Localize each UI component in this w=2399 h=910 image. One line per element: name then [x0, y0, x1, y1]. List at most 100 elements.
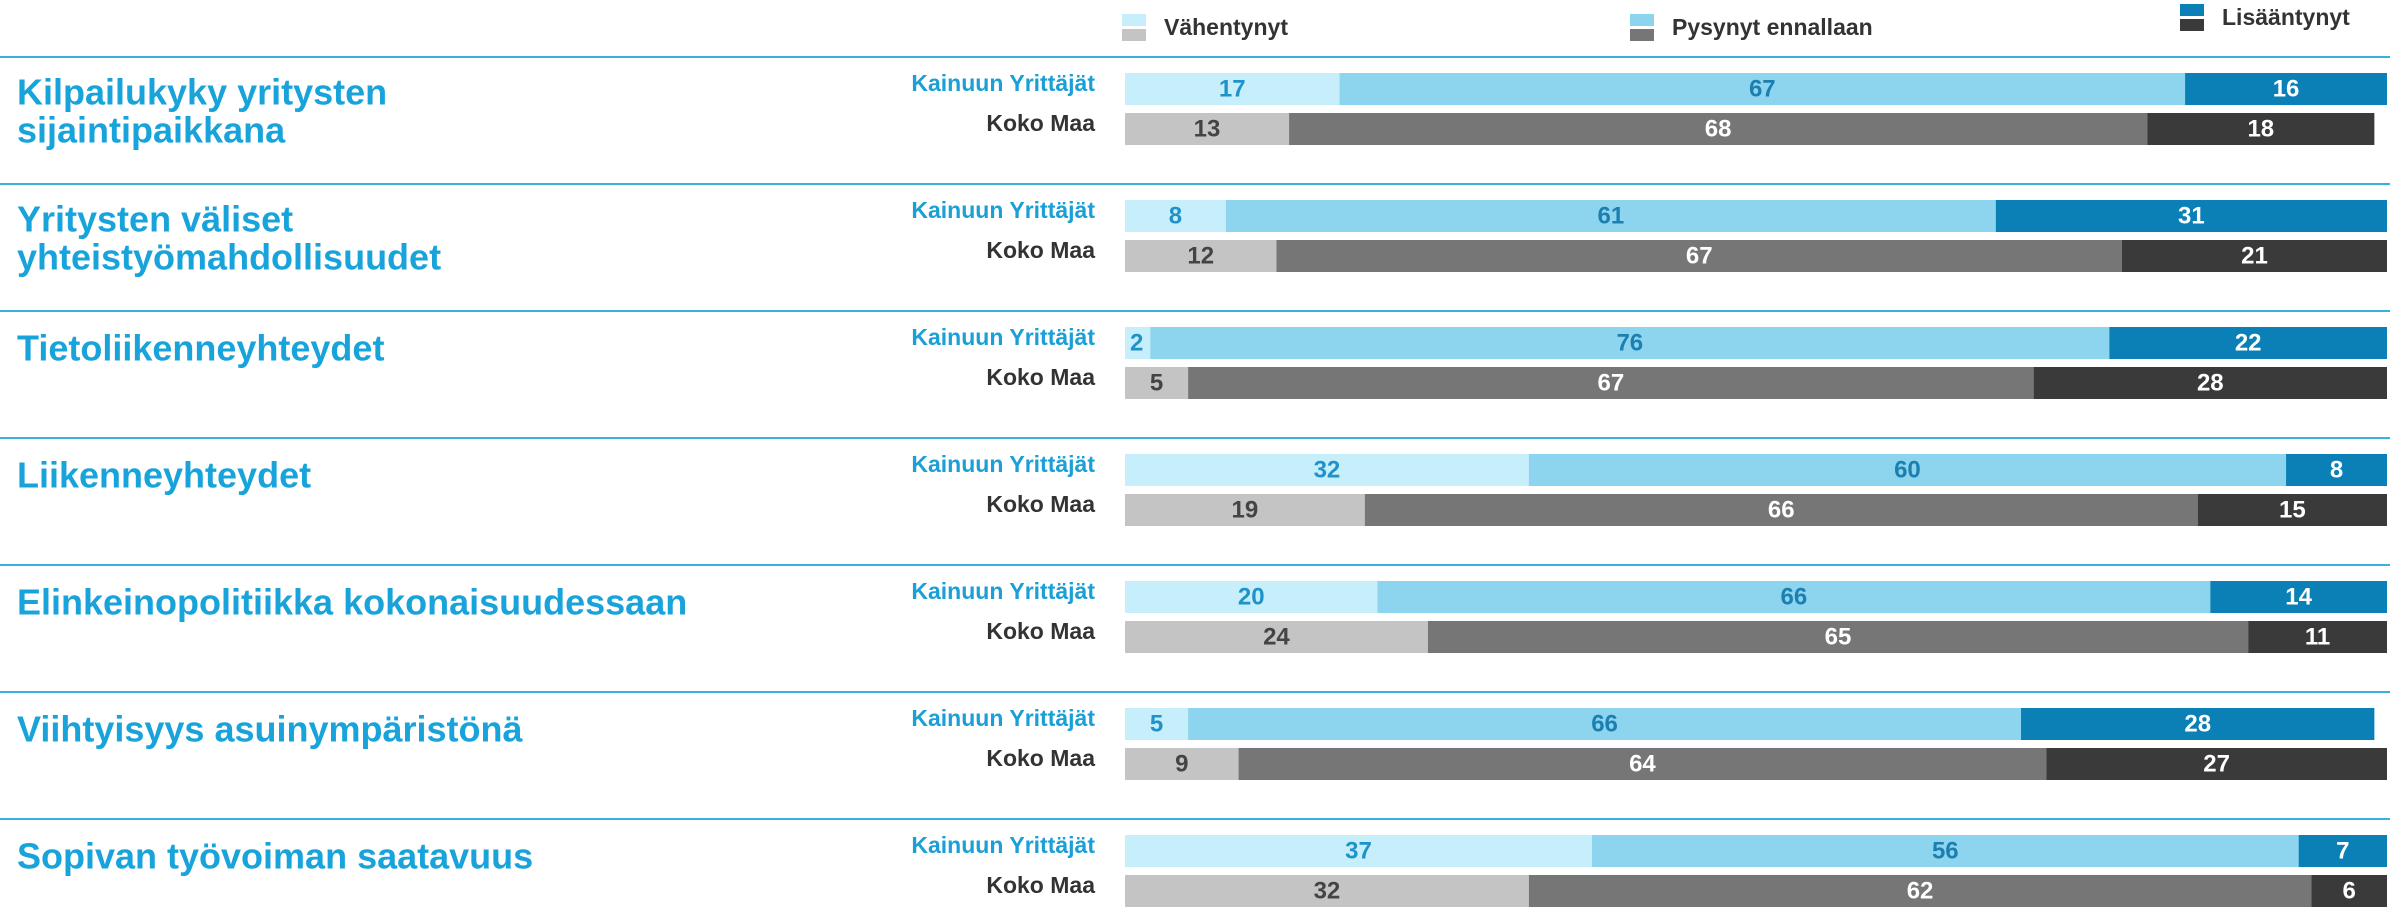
value-label: 31 [2178, 202, 2205, 229]
value-label: 2 [1130, 329, 1143, 356]
value-label: 61 [1598, 202, 1625, 229]
value-label: 11 [2305, 623, 2330, 650]
bar-segment [1125, 748, 1239, 780]
legend-swatch [1122, 14, 1146, 26]
bar-segment [2109, 327, 2387, 359]
bar-segment [2033, 367, 2387, 399]
bar-segment [1125, 367, 1189, 399]
group-label: Koko Maa [986, 872, 1095, 898]
bar-segment [1276, 240, 2122, 272]
group-label: Kainuun Yrittäjät [911, 70, 1095, 96]
bar-segment [2147, 113, 2375, 145]
bar-segment [1528, 454, 2287, 486]
bar-segment [1188, 708, 2022, 740]
legend-swatch [1630, 14, 1654, 26]
value-label: 27 [2203, 750, 2230, 777]
category-title: yhteistyömahdollisuudet [17, 237, 441, 278]
value-label: 37 [1345, 837, 1372, 864]
bar-segment [2311, 875, 2387, 907]
category-title: Kilpailukyky yritysten [17, 72, 387, 113]
value-label: 21 [2241, 242, 2268, 269]
value-label: 5 [1150, 369, 1163, 396]
value-label: 28 [2184, 710, 2211, 737]
bar-segment [2286, 454, 2387, 486]
legend-swatch [1122, 29, 1146, 41]
bar-segment [1995, 200, 2387, 232]
category-title: Elinkeinopolitiikka kokonaisuudessaan [17, 582, 687, 623]
value-label: 8 [2330, 456, 2343, 483]
category-title: Viihtyisyys asuinympäristönä [17, 709, 524, 750]
value-label: 14 [2285, 583, 2312, 610]
value-label: 66 [1781, 583, 1808, 610]
value-label: 15 [2279, 496, 2306, 523]
value-label: 76 [1616, 329, 1643, 356]
bar-segment [2248, 621, 2387, 653]
bar-segment [1188, 367, 2034, 399]
value-label: 68 [1705, 115, 1732, 142]
value-label: 56 [1932, 837, 1959, 864]
category-title: Tietoliikenneyhteydet [17, 328, 384, 369]
category-title: Sopivan työvoiman saatavuus [17, 836, 533, 877]
value-label: 8 [1169, 202, 1182, 229]
bar-segment [1364, 494, 2198, 526]
category-title: Yritysten väliset [17, 199, 293, 240]
legend-swatch [1630, 29, 1654, 41]
bar-segment [1591, 835, 2299, 867]
bar-segment [1339, 73, 2186, 105]
group-label: Kainuun Yrittäjät [911, 197, 1095, 223]
bar-segment [2021, 708, 2375, 740]
legend-label: Lisääntynyt [2222, 4, 2350, 30]
legend-label: Pysynyt ennallaan [1672, 14, 1873, 40]
legend-swatch [2180, 4, 2204, 16]
value-label: 24 [1263, 623, 1290, 650]
value-label: 12 [1187, 242, 1214, 269]
bar-segment [1125, 200, 1226, 232]
group-label: Koko Maa [986, 237, 1095, 263]
bar-segment [1125, 454, 1529, 486]
bar-segment [1225, 200, 1996, 232]
value-label: 19 [1232, 496, 1259, 523]
value-label: 28 [2197, 369, 2224, 396]
group-label: Koko Maa [986, 491, 1095, 517]
value-label: 32 [1314, 877, 1341, 904]
bar-segment [1125, 240, 1277, 272]
legend-label: Vähentynyt [1164, 14, 1288, 40]
bar-segment [1125, 835, 1592, 867]
group-label: Koko Maa [986, 364, 1095, 390]
value-label: 9 [1175, 750, 1188, 777]
value-label: 62 [1907, 877, 1934, 904]
bar-segment [2298, 835, 2387, 867]
bar-segment [1125, 494, 1365, 526]
bar-segment [1125, 113, 1290, 145]
category-title: sijaintipaikkana [17, 110, 286, 151]
value-label: 17 [1219, 75, 1246, 102]
group-label: Kainuun Yrittäjät [911, 578, 1095, 604]
bar-segment [2185, 73, 2387, 105]
group-label: Kainuun Yrittäjät [911, 451, 1095, 477]
value-label: 67 [1749, 75, 1776, 102]
group-label: Kainuun Yrittäjät [911, 705, 1095, 731]
bar-segment [1289, 113, 2148, 145]
bar-segment [1125, 327, 1151, 359]
value-label: 64 [1629, 750, 1656, 777]
group-label: Kainuun Yrittäjät [911, 832, 1095, 858]
value-label: 66 [1591, 710, 1618, 737]
bar-segment [2197, 494, 2387, 526]
bar-segment [1125, 708, 1189, 740]
value-label: 16 [2273, 75, 2300, 102]
value-label: 67 [1598, 369, 1625, 396]
bar-segment [1125, 621, 1428, 653]
bar-segment [2121, 240, 2387, 272]
bar-segment [1377, 581, 2211, 613]
category-title: Liikenneyhteydet [17, 455, 311, 496]
value-label: 18 [2247, 115, 2274, 142]
value-label: 67 [1686, 242, 1713, 269]
bar-segment [1125, 875, 1529, 907]
value-label: 22 [2235, 329, 2262, 356]
value-label: 65 [1825, 623, 1852, 650]
bar-segment [1238, 748, 2047, 780]
group-label: Koko Maa [986, 745, 1095, 771]
value-label: 20 [1238, 583, 1265, 610]
group-label: Kainuun Yrittäjät [911, 324, 1095, 350]
